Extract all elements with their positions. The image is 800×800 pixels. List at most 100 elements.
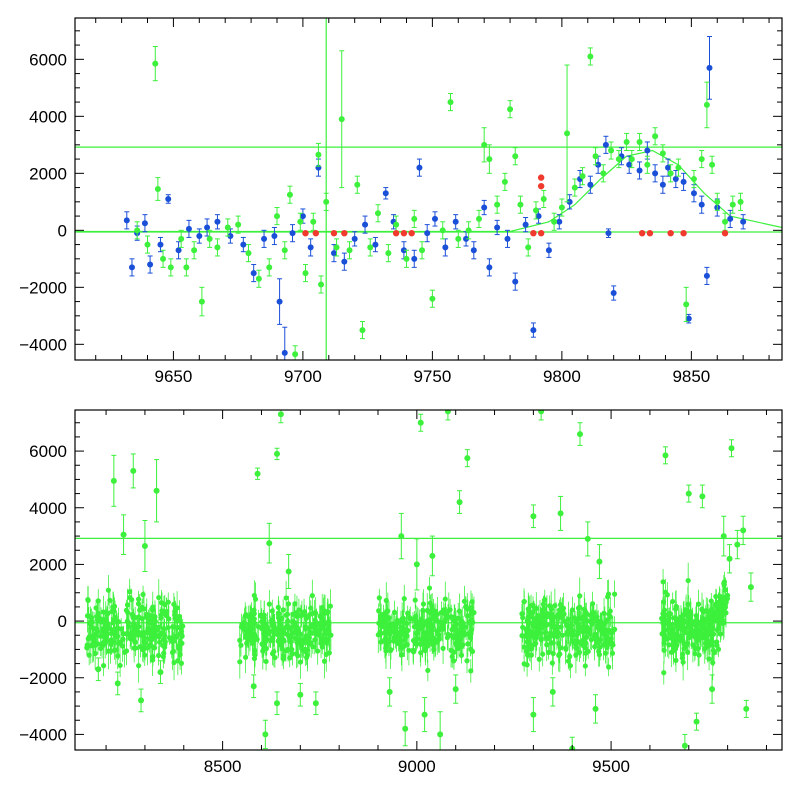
data-point xyxy=(294,640,300,646)
data-point-blue xyxy=(147,261,154,268)
data-point-green xyxy=(262,731,269,738)
data-point xyxy=(376,595,382,601)
data-point xyxy=(110,604,116,610)
data-point-blue xyxy=(281,349,288,356)
data-point xyxy=(521,644,527,650)
data-point-green xyxy=(558,204,565,211)
data-point-blue xyxy=(362,221,369,228)
data-point xyxy=(237,637,243,643)
data-point-green xyxy=(359,327,366,334)
data-point xyxy=(420,620,426,626)
data-point xyxy=(540,651,546,657)
data-point-green xyxy=(476,215,482,222)
x-tick-label: 9850 xyxy=(672,367,710,386)
data-point-blue xyxy=(470,247,477,254)
data-point xyxy=(519,633,525,639)
data-point xyxy=(312,617,318,623)
data-point xyxy=(447,607,453,613)
data-point xyxy=(543,634,549,641)
data-point xyxy=(427,610,433,616)
data-point-green xyxy=(160,255,167,262)
data-point xyxy=(166,616,172,622)
data-point xyxy=(155,652,162,659)
data-point xyxy=(294,609,300,616)
data-point xyxy=(577,604,583,610)
data-point xyxy=(525,616,531,622)
data-point-green xyxy=(557,510,564,517)
data-point-green xyxy=(333,244,340,251)
data-point xyxy=(542,597,548,603)
data-point xyxy=(85,597,91,603)
cluster-0 xyxy=(84,574,186,683)
data-point-green xyxy=(517,201,524,208)
data-point xyxy=(562,618,568,624)
data-point-green xyxy=(367,244,374,251)
data-point xyxy=(383,645,389,651)
data-point xyxy=(146,636,152,642)
data-point xyxy=(458,626,464,632)
data-point xyxy=(306,625,312,631)
data-point-green xyxy=(507,106,514,113)
data-point-red xyxy=(302,229,309,237)
data-point-green xyxy=(417,419,424,426)
data-point xyxy=(302,648,308,654)
data-point-green xyxy=(525,244,532,251)
data-point xyxy=(706,656,712,662)
data-point-blue xyxy=(227,233,234,240)
data-point xyxy=(567,653,573,660)
data-point xyxy=(666,642,672,648)
data-point xyxy=(280,607,286,613)
data-point xyxy=(382,638,388,644)
data-point-green xyxy=(274,213,280,220)
data-point-green xyxy=(587,53,594,60)
data-point xyxy=(714,642,720,649)
data-point-green xyxy=(198,298,205,305)
data-point xyxy=(685,577,691,584)
data-point xyxy=(424,618,430,624)
data-point-blue xyxy=(680,178,687,185)
data-point xyxy=(610,628,616,634)
data-point-green xyxy=(254,470,261,477)
data-point-blue xyxy=(740,218,747,225)
data-point-green xyxy=(120,531,127,538)
data-point xyxy=(469,648,476,655)
data-point xyxy=(404,641,410,648)
data-point xyxy=(319,619,325,625)
data-point-green xyxy=(385,250,392,257)
data-point-blue xyxy=(276,298,283,305)
data-point xyxy=(242,613,248,619)
data-point-blue xyxy=(452,218,459,225)
data-point xyxy=(685,624,691,630)
data-point xyxy=(323,640,330,646)
data-point xyxy=(260,648,266,654)
data-point xyxy=(575,625,581,631)
data-point-green xyxy=(728,445,735,452)
data-point-green xyxy=(114,680,121,687)
plot-area xyxy=(75,410,782,750)
data-point-red xyxy=(341,229,348,237)
data-point xyxy=(597,644,603,650)
data-point-blue xyxy=(652,170,659,177)
data-point-blue xyxy=(261,235,268,242)
data-point xyxy=(255,624,261,630)
data-point xyxy=(104,631,110,637)
data-point-green xyxy=(709,686,716,693)
data-point xyxy=(140,647,146,653)
series-green xyxy=(134,46,744,360)
data-point xyxy=(410,647,416,653)
data-point xyxy=(105,587,111,593)
data-point-green xyxy=(411,215,418,222)
data-point xyxy=(549,614,555,620)
data-point-green xyxy=(465,227,472,234)
data-point xyxy=(437,626,443,633)
data-point xyxy=(660,599,667,605)
data-point-green xyxy=(734,541,741,548)
data-point xyxy=(315,648,321,654)
data-point xyxy=(536,656,542,662)
data-point xyxy=(292,601,298,607)
data-point xyxy=(601,610,607,616)
data-point-blue xyxy=(504,235,511,242)
x-tick-label: 8500 xyxy=(204,757,242,776)
data-point xyxy=(280,631,286,638)
data-point-green xyxy=(549,688,556,695)
